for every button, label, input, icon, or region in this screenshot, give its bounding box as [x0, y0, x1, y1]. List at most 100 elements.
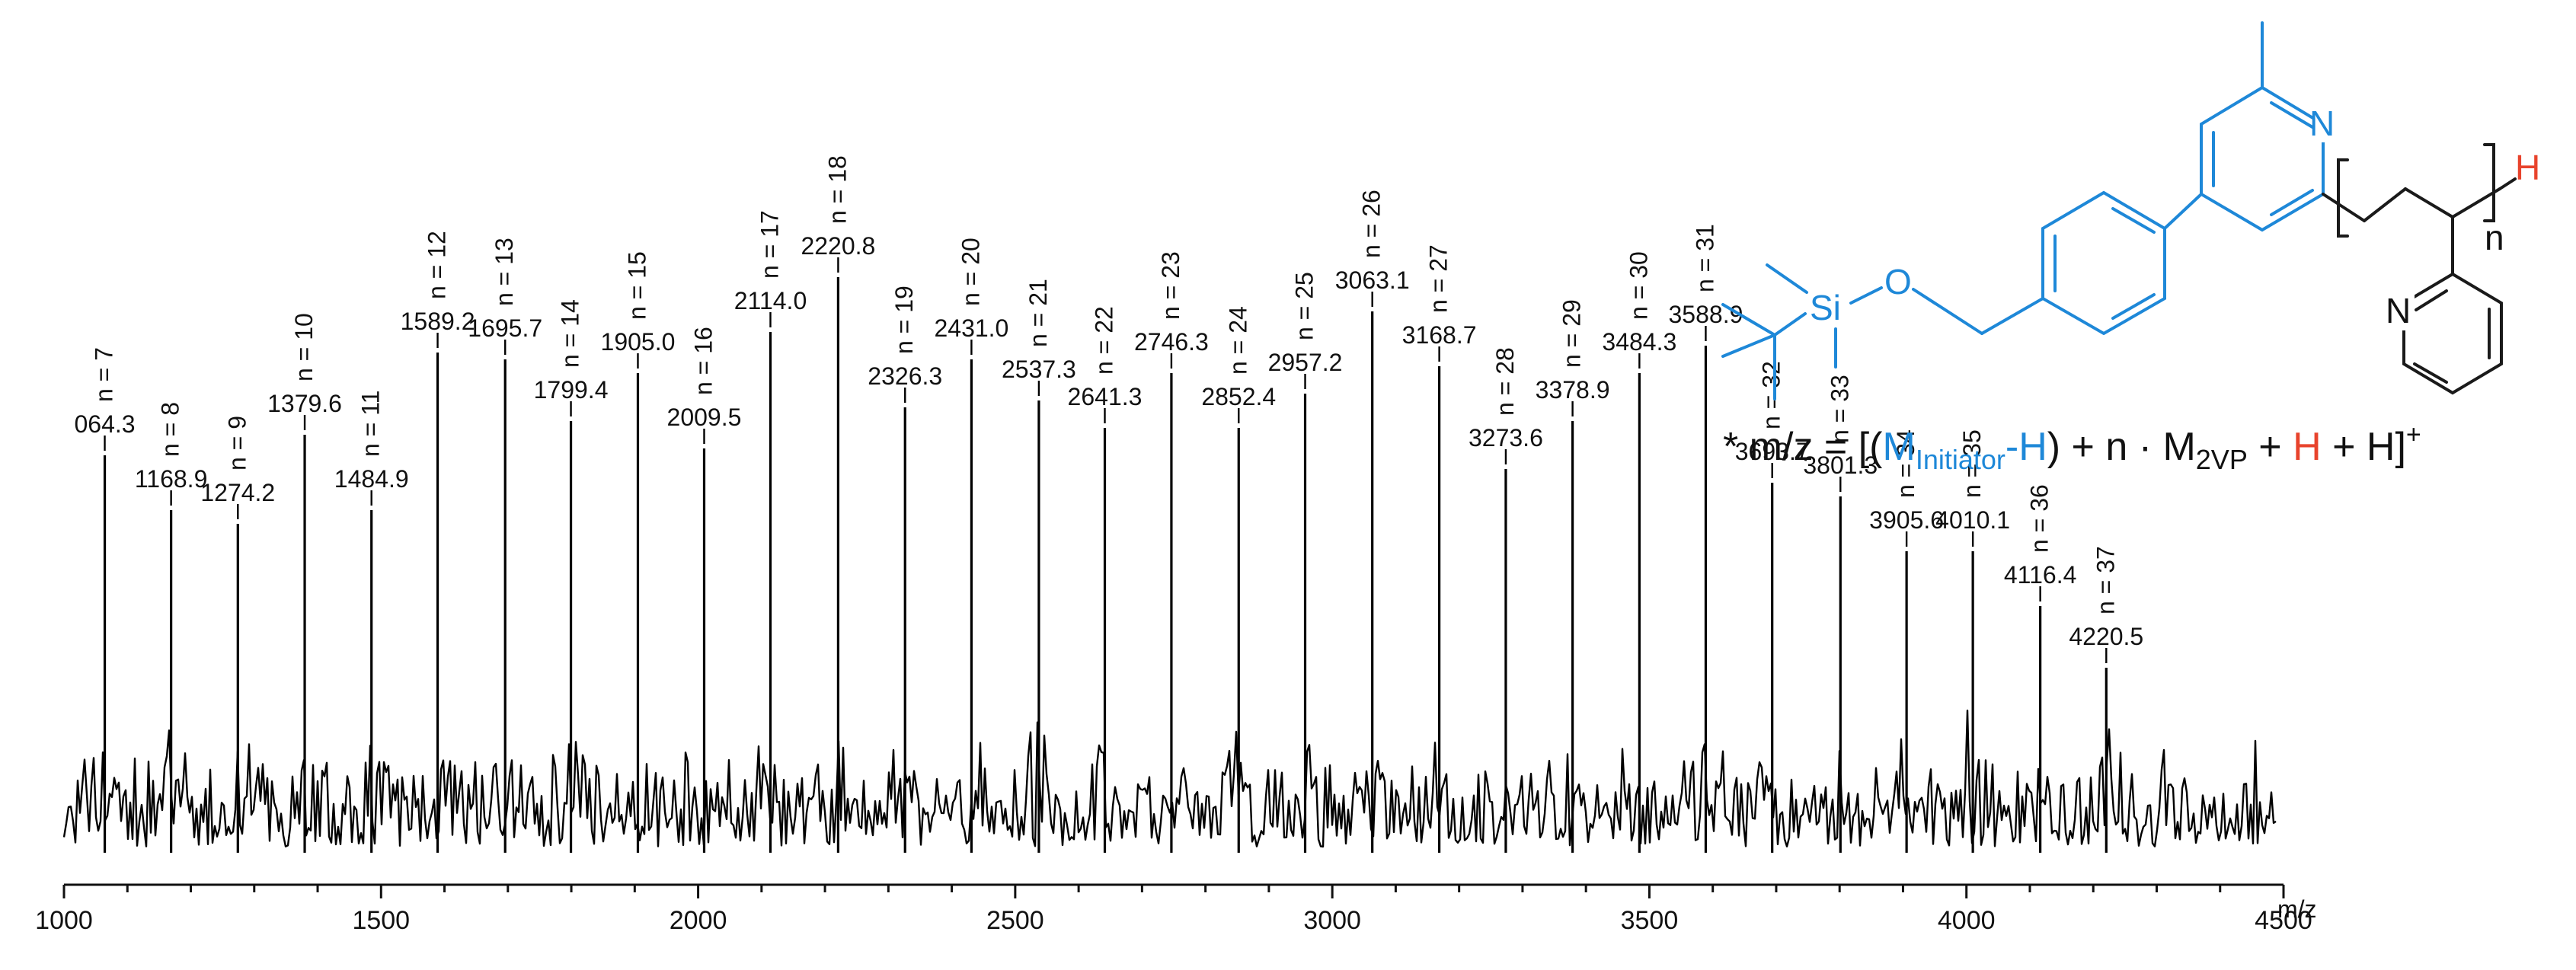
peak-mass-label: 1484.9: [334, 465, 409, 493]
si-methyl-up: [1766, 263, 1808, 294]
x-tick-label: 4000: [1938, 906, 1996, 935]
peak-group: 3801.3 n = 33: [1803, 375, 1878, 853]
peak-group: 1379.6 n = 10: [267, 313, 342, 853]
peak-mass-label: 2746.3: [1134, 328, 1209, 356]
formula-end-h: H: [2293, 425, 2322, 469]
peak-mass-label: 3484.3: [1602, 328, 1676, 356]
pyridine-ring-initiator: [2200, 21, 2325, 232]
phenyl-ring: [1912, 190, 2203, 336]
peak-n-label: n = 24: [1224, 306, 1251, 375]
polymer-backbone: [2322, 143, 2517, 276]
peak-mass-label: 2326.3: [868, 362, 942, 390]
peak-n-label: n = 20: [957, 238, 984, 306]
peak-mass-label: 1274.2: [200, 479, 275, 506]
peak-group: 2220.8 n = 18: [801, 155, 875, 853]
formula-prefix: * m/z = [(: [1723, 425, 1883, 469]
peak-group: 3484.3 n = 30: [1602, 251, 1676, 853]
peak-group: 2957.2 n = 25: [1268, 272, 1343, 853]
peak-group: 3378.9 n = 29: [1536, 299, 1610, 853]
peak-mass-label: 2537.3: [1002, 356, 1076, 383]
peak-mass-label: 2431.0: [934, 314, 1008, 342]
peak-n-label: n = 7: [91, 347, 118, 402]
peak-n-label: n = 31: [1691, 224, 1718, 292]
peak-group: 064.3 n = 7: [74, 347, 136, 853]
peak-group: 2431.0 n = 20: [934, 238, 1008, 853]
pyridine-nitrogen-bottom: N: [2386, 291, 2411, 330]
peak-mass-label: 2009.5: [667, 404, 742, 431]
peak-n-label: n = 30: [1625, 251, 1652, 320]
peak-mass-label: 3378.9: [1536, 376, 1610, 404]
x-axis: 1000 1500 2000 2500 3000 3500 4000 4500: [35, 883, 2312, 935]
peak-n-label: n = 22: [1090, 306, 1117, 375]
peak-n-label: n = 25: [1291, 272, 1318, 340]
peak-group: 2641.3 n = 22: [1068, 306, 1143, 853]
peak-n-label: n = 15: [623, 251, 650, 320]
peak-mass-label: 3588.9: [1669, 301, 1743, 328]
peak-n-label: n = 19: [890, 286, 918, 354]
formula-plus: +: [2248, 425, 2293, 469]
formula-m-initiator: M: [1882, 425, 1915, 469]
peak-group: 1168.9 n = 8: [135, 402, 207, 853]
mz-formula: * m/z = [(MInitiator-H) + n · M2VP + H +…: [1723, 420, 2421, 475]
peak-mass-label: 4010.1: [1935, 506, 2010, 534]
x-tick-label: 2000: [670, 906, 727, 935]
peak-n-label: n = 13: [491, 238, 518, 306]
peak-n-label: n = 12: [423, 231, 451, 299]
formula-minus-h: -H: [2006, 425, 2047, 469]
peak-n-label: n = 29: [1558, 299, 1586, 368]
peak-n-label: n = 28: [1491, 347, 1519, 416]
peak-mass-label: 4116.4: [2004, 561, 2077, 589]
peak-n-label: n = 18: [823, 155, 851, 224]
formula-suffix: + H]: [2322, 425, 2406, 469]
peak-group: 2009.5 n = 16: [667, 327, 742, 853]
peak-mass-label: 3063.1: [1335, 266, 1410, 294]
peak-group: 1274.2 n = 9: [200, 416, 275, 853]
peak-group: 3588.9 n = 31: [1669, 224, 1743, 853]
peak-n-label: n = 36: [2026, 484, 2053, 553]
peak-group: 3273.6 n = 28: [1469, 347, 1543, 853]
peak-mass-label: 1379.6: [267, 390, 342, 417]
peak-group: 2114.0 n = 17: [734, 210, 807, 853]
spectrum-baseline-trace: [62, 710, 2277, 848]
peak-mass-label: 1695.7: [468, 314, 542, 342]
peak-mass-label: 3801.3: [1803, 451, 1878, 479]
peak-group: 2326.3 n = 19: [868, 286, 942, 853]
formula-superscript: +: [2406, 420, 2421, 449]
peak-group: 3693.7 n = 32: [1735, 361, 1810, 853]
peak-mass-label: 064.3: [74, 410, 135, 438]
peak-n-label: n = 21: [1024, 279, 1052, 347]
peak-group: 2746.3 n = 23: [1134, 251, 1209, 853]
formula-middle: ) + n · M: [2047, 425, 2196, 469]
x-tick-label: 1000: [35, 906, 93, 935]
peak-n-label: n = 17: [756, 210, 783, 279]
silicon-atom: Si: [1810, 288, 1841, 327]
peak-n-label: n = 35: [1958, 429, 1986, 498]
o-si-bond: [1849, 286, 1883, 305]
peak-mass-label: 2957.2: [1268, 349, 1343, 376]
peak-group: 1799.4 n = 14: [534, 299, 608, 853]
peak-group: 2537.3 n = 21: [1002, 279, 1076, 853]
polymer-structure: N O Si: [1721, 21, 2540, 400]
end-group-hydrogen: H: [2515, 148, 2540, 187]
peak-group: 3063.1 n = 26: [1335, 190, 1410, 853]
repeat-subscript-n: n: [2485, 218, 2504, 257]
peak-mass-label: 2641.3: [1068, 383, 1143, 410]
tert-butyl-group: [1721, 303, 1776, 400]
peak-mass-label: 3693.7: [1735, 438, 1810, 465]
peak-mass-label: 3168.7: [1402, 321, 1477, 349]
peak-mass-label: 1589.2: [401, 308, 475, 335]
peak-group: 3905.6 n = 34: [1869, 429, 1944, 853]
peak-mass-label: 2114.0: [734, 287, 807, 314]
peaks-layer: 064.3 n = 7 1168.9 n = 8 1274.2 n = 9 1379.6 n …: [74, 155, 2143, 853]
peak-group: 4010.1 n = 35: [1935, 429, 2010, 853]
peak-mass-label: 3905.6: [1869, 506, 1944, 534]
peak-group: 1695.7 n = 13: [468, 238, 542, 853]
peak-n-label: n = 14: [557, 299, 584, 368]
peak-group: 1589.2 n = 12: [401, 231, 475, 853]
n-atom-background-2: [2387, 292, 2415, 330]
peak-n-label: n = 16: [689, 327, 717, 395]
peak-group: 3168.7 n = 27: [1402, 244, 1477, 853]
peak-mass-label: 1905.0: [601, 328, 676, 356]
peak-n-label: n = 34: [1892, 429, 1919, 498]
peak-mass-label: 2220.8: [801, 232, 875, 260]
